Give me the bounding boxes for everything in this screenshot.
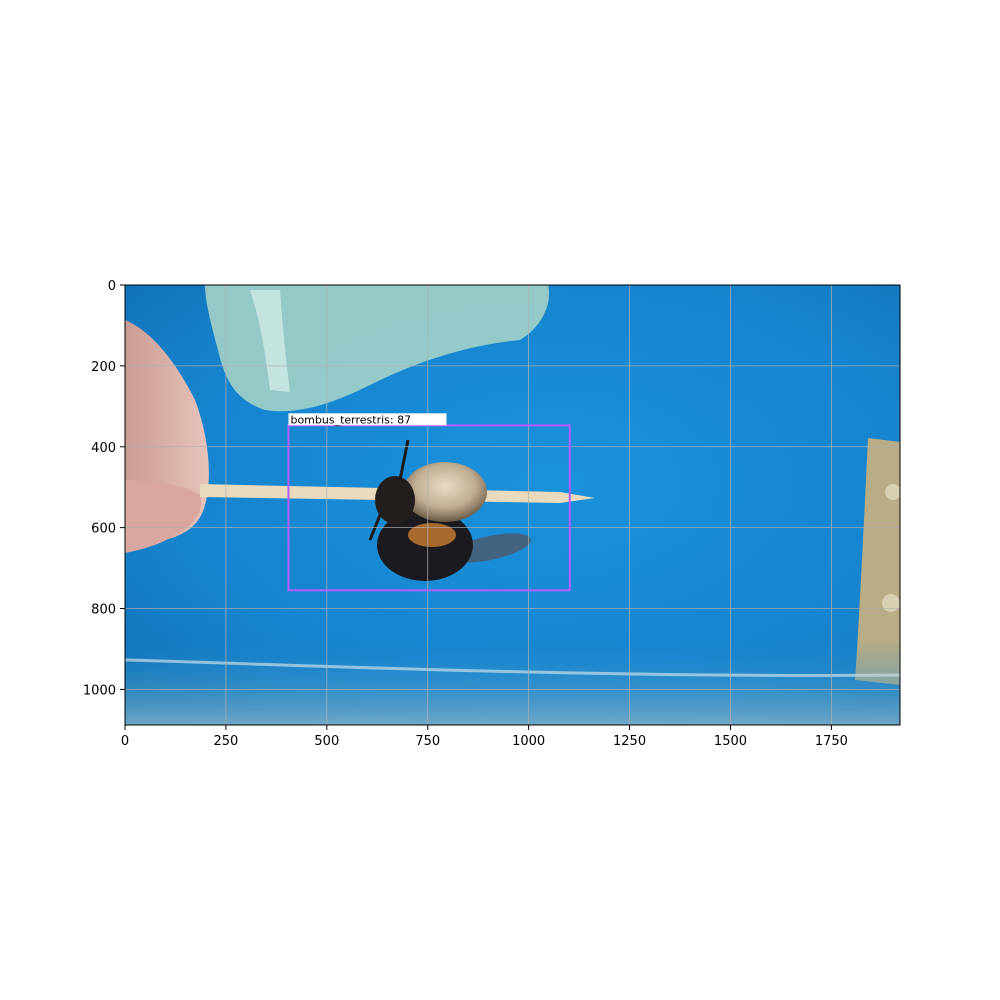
- x-tick-label: 0: [121, 734, 129, 749]
- y-tick-label: 600: [91, 522, 116, 537]
- x-tick-label: 1750: [815, 734, 848, 749]
- detection: bombus_terrestris: 87: [287, 413, 571, 592]
- y-tick-label: 1000: [83, 683, 116, 698]
- blob-highlight: [250, 290, 290, 392]
- y-tick-label: 0: [108, 279, 116, 294]
- photo: [125, 285, 900, 725]
- x-tick-label: 1500: [714, 734, 747, 749]
- y-axis-ticks: 0 200 400 600 800 1000: [83, 279, 125, 698]
- y-tick-label: 400: [91, 441, 116, 456]
- x-tick-label: 1250: [613, 734, 646, 749]
- y-tick-label: 800: [91, 603, 116, 618]
- ledge-edge: [125, 658, 900, 677]
- finger-lower: [125, 480, 202, 553]
- bee-head: [375, 476, 415, 524]
- axes-frame: [124, 284, 901, 726]
- bottom-ledge: [125, 640, 900, 725]
- detection-label-background: [288, 413, 447, 426]
- x-tick-label: 1000: [512, 734, 545, 749]
- bee-thorax: [403, 462, 487, 522]
- metal-bracket: [855, 438, 900, 685]
- bracket-screw-top: [885, 484, 900, 500]
- pale-liquid-blob: [205, 285, 550, 412]
- bee: [368, 439, 532, 581]
- x-tick-label: 750: [415, 734, 440, 749]
- bracket-screw-bottom: [882, 594, 900, 612]
- detection-label: bombus_terrestris: 87: [290, 413, 411, 426]
- x-axis-ticks: 0 250 500 750 1000 1250 1500 1750: [121, 725, 848, 749]
- x-tick-label: 500: [314, 734, 339, 749]
- x-tick-label: 250: [213, 734, 238, 749]
- bee-band: [408, 523, 456, 547]
- y-tick-label: 200: [91, 360, 116, 375]
